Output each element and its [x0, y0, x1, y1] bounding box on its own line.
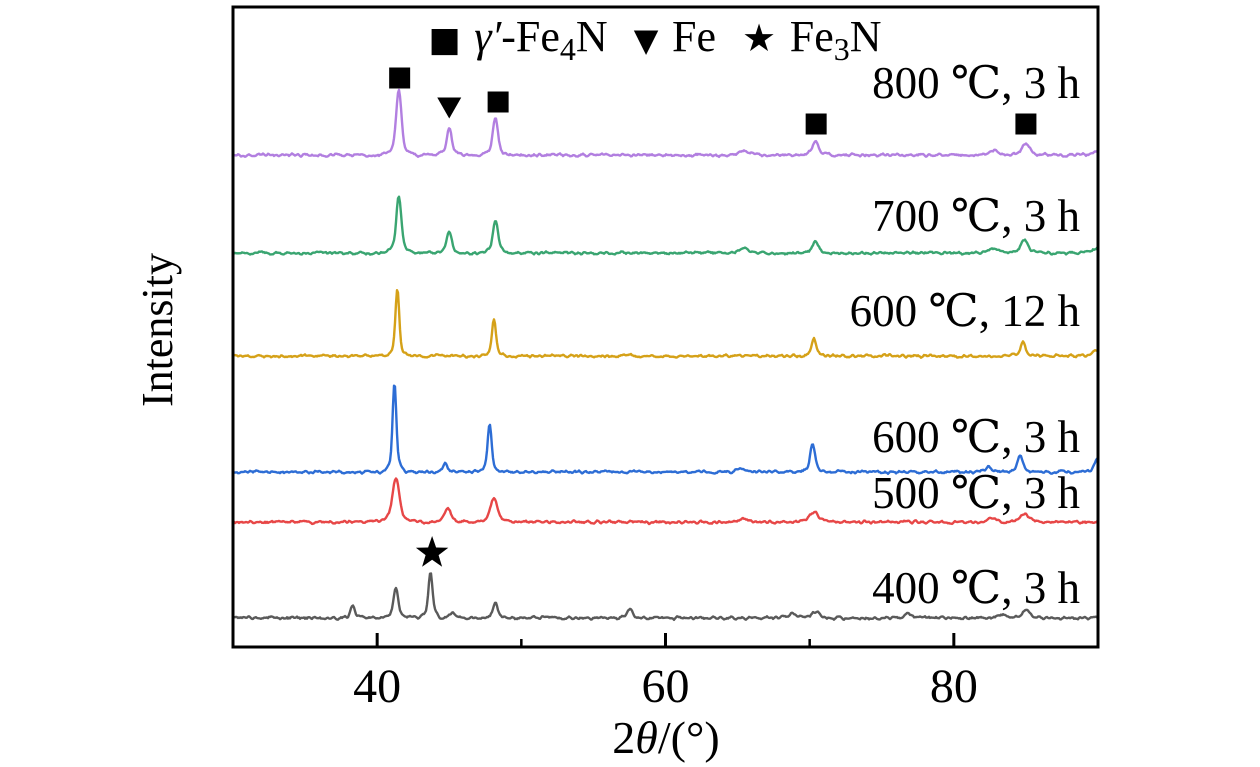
xrd-curve-600-12-h	[234, 289, 1097, 359]
phase-marker-triangle-down-icon	[437, 97, 462, 119]
phase-marker-star-icon	[415, 536, 449, 567]
legend-star-icon: ★	[742, 16, 776, 60]
x-tick-label-40: 40	[353, 660, 401, 713]
curve-label-1: 700 ℃, 3 h	[872, 191, 1080, 241]
curve-label-2: 600 ℃, 12 h	[850, 286, 1080, 336]
xrd-curve-700-3-h	[234, 195, 1097, 256]
phase-marker-square-icon	[487, 91, 509, 113]
xrd-curve-500-3-h	[234, 477, 1097, 526]
curve-label-0: 800 ℃, 3 h	[872, 58, 1080, 108]
phase-marker-square-icon	[1015, 113, 1037, 135]
legend-square-icon: ■	[428, 20, 460, 60]
phase-marker-square-icon	[389, 67, 411, 89]
y-axis-label: Intensity	[133, 253, 182, 407]
curve-label-4: 500 ℃, 3 h	[872, 468, 1080, 518]
x-tick-label-80: 80	[930, 660, 978, 713]
curve-label-5: 400 ℃, 3 h	[872, 563, 1080, 613]
legend-triangle-down-icon: ▼	[634, 21, 659, 59]
xrd-curve-800-3-h	[234, 88, 1097, 159]
phase-marker-square-icon	[805, 113, 827, 135]
curve-label-3: 600 ℃, 3 h	[872, 412, 1080, 462]
xrd-curve-400-3-h	[234, 572, 1097, 621]
x-tick-label-60: 60	[642, 660, 690, 713]
legend: ■ γ′-Fe4N ▼ Fe ★ Fe3N	[428, 12, 881, 67]
x-axis-label: 2θ/(°)	[612, 712, 719, 763]
xrd-curve-600-3-h	[234, 384, 1097, 475]
